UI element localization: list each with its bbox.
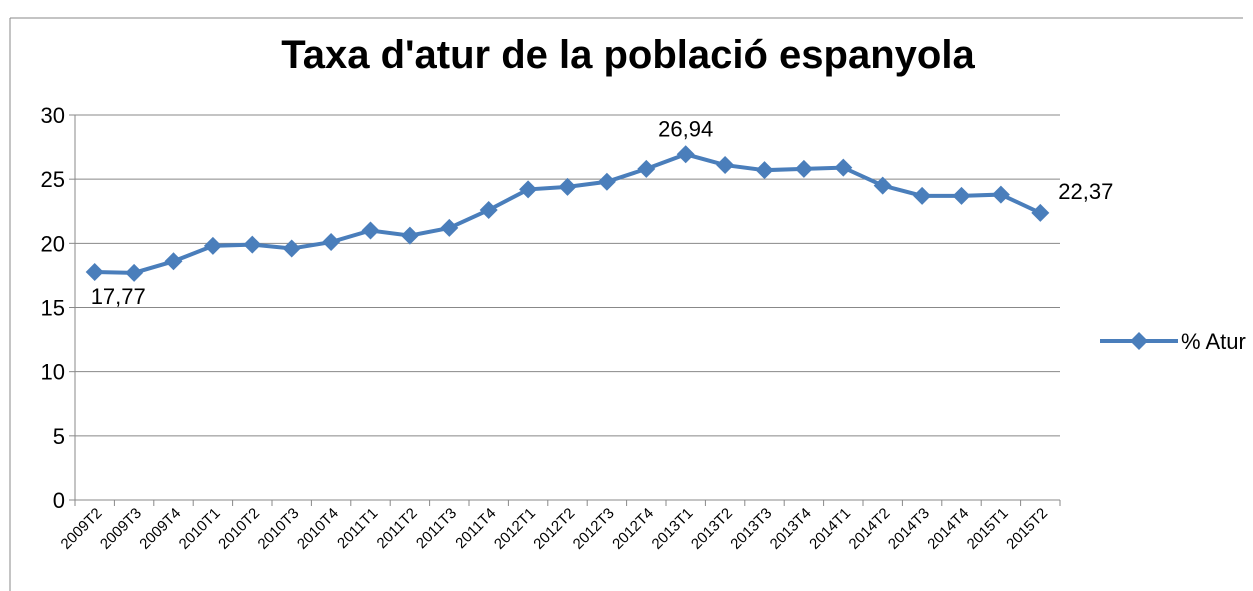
marker — [716, 156, 735, 175]
x-tick-label: 2011T4 — [452, 505, 499, 552]
marker — [203, 236, 222, 255]
x-tick-label: 2010T4 — [294, 505, 342, 553]
x-tick-label: 2014T2 — [846, 505, 894, 553]
y-tick-label: 15 — [41, 296, 65, 321]
x-tick-label: 2012T3 — [570, 505, 618, 553]
marker — [991, 185, 1010, 204]
marker — [913, 186, 932, 205]
marker — [519, 180, 538, 199]
marker — [1031, 203, 1050, 222]
marker — [755, 161, 774, 180]
x-tick-label: 2012T4 — [609, 505, 657, 553]
y-tick-label: 5 — [53, 424, 65, 449]
marker — [282, 239, 301, 258]
series-line — [94, 152, 1042, 275]
marker — [243, 235, 262, 254]
x-tick-label: 2014T1 — [806, 505, 854, 553]
y-tick-label: 20 — [41, 231, 65, 256]
data-label: 17,77 — [91, 284, 146, 309]
y-tick-label: 0 — [53, 488, 65, 513]
x-tick-label: 2013T2 — [688, 505, 736, 553]
x-tick-label: 2014T3 — [885, 505, 933, 553]
legend-label: % Atur — [1181, 329, 1246, 354]
x-tick-label: 2015T1 — [964, 505, 1012, 553]
x-tick-label: 2010T2 — [215, 505, 263, 553]
x-tick-label: 2010T3 — [255, 505, 303, 553]
x-tick-label: 2011T3 — [413, 505, 460, 552]
x-tick-label: 2009T3 — [97, 505, 145, 553]
marker — [361, 221, 380, 240]
x-tick-label: 2013T4 — [767, 505, 815, 553]
chart-title: Taxa d'atur de la població espanyola — [281, 33, 975, 77]
x-tick-label: 2011T1 — [334, 505, 381, 552]
marker — [676, 145, 695, 164]
x-tick-label: 2012T2 — [530, 505, 578, 553]
marker — [400, 226, 419, 245]
x-tick-label: 2009T4 — [136, 505, 184, 553]
marker — [440, 218, 459, 237]
marker — [85, 262, 104, 281]
y-tick-label: 30 — [41, 103, 65, 128]
marker — [952, 186, 971, 205]
marker — [873, 176, 892, 195]
x-tick-label: 2012T1 — [491, 505, 539, 553]
x-tick-label: 2010T1 — [176, 505, 224, 553]
marker — [834, 158, 853, 177]
marker — [637, 159, 656, 178]
data-label: 22,37 — [1058, 179, 1113, 204]
marker — [794, 159, 813, 178]
marker — [164, 252, 183, 271]
y-tick-label: 25 — [41, 167, 65, 192]
marker — [125, 263, 144, 282]
marker — [322, 233, 341, 252]
legend-marker — [1130, 332, 1148, 350]
x-tick-label: 2014T4 — [924, 505, 972, 553]
marker — [558, 177, 577, 196]
data-label: 26,94 — [658, 116, 713, 141]
x-tick-label: 2015T2 — [1003, 505, 1051, 553]
x-tick-label: 2011T2 — [374, 505, 421, 552]
marker — [597, 172, 616, 191]
marker — [479, 200, 498, 219]
x-tick-label: 2013T3 — [727, 505, 775, 553]
y-tick-label: 10 — [41, 360, 65, 385]
x-tick-label: 2013T1 — [649, 505, 697, 553]
